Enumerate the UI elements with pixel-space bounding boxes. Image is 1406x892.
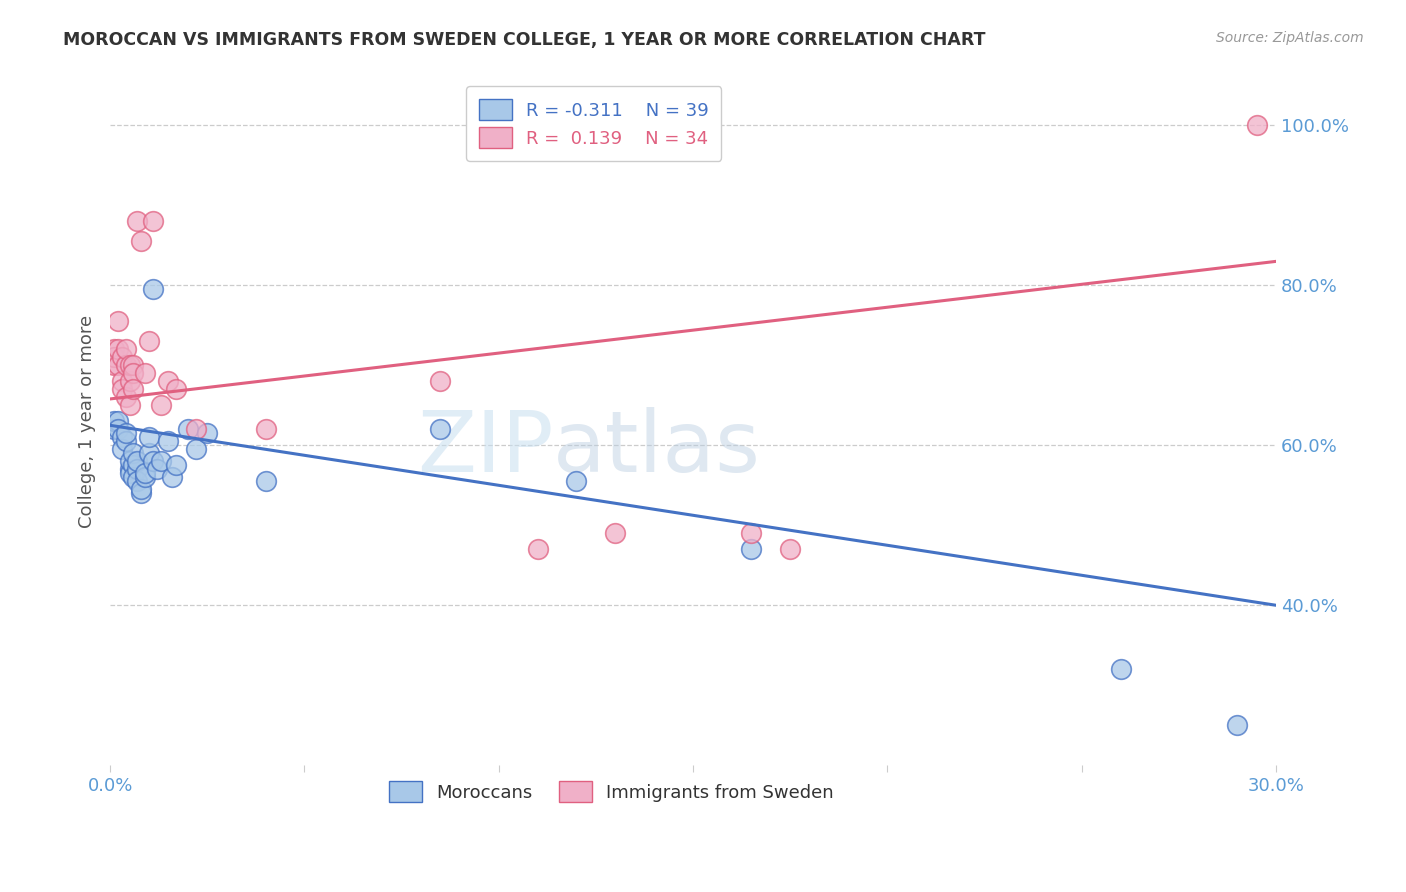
Point [134,367,156,381]
Point [149,454,172,468]
Point [118,462,141,476]
Point [1109,662,1132,676]
Point [127,214,149,228]
Text: MOROCCAN VS IMMIGRANTS FROM SWEDEN COLLEGE, 1 YEAR OR MORE CORRELATION CHART: MOROCCAN VS IMMIGRANTS FROM SWEDEN COLLE… [63,31,986,49]
Text: Source: ZipAtlas.com: Source: ZipAtlas.com [1216,31,1364,45]
Point [254,475,277,489]
Legend: Moroccans, Immigrants from Sweden: Moroccans, Immigrants from Sweden [377,769,846,814]
Point [111,442,134,457]
Point [111,375,134,389]
Point [107,343,129,357]
Point [134,470,156,484]
Point [134,467,156,481]
Point [195,426,218,441]
Point [142,454,165,468]
Point [107,414,129,428]
Point [127,475,149,489]
Point [138,430,160,444]
Point [157,375,180,389]
Text: atlas: atlas [553,408,761,491]
Point [184,442,207,457]
Point [429,375,451,389]
Point [177,422,200,436]
Point [122,446,145,460]
Point [605,526,627,541]
Point [103,343,125,357]
Point [111,382,134,396]
Point [118,375,141,389]
Point [103,422,125,436]
Point [118,359,141,373]
Point [138,446,160,460]
Y-axis label: College, 1 year or more: College, 1 year or more [79,315,96,528]
Point [103,414,125,428]
Point [127,454,149,468]
Point [114,343,136,357]
Point [740,542,762,557]
Point [779,542,801,557]
Point [165,382,187,396]
Point [111,351,134,365]
Point [142,214,165,228]
Point [129,235,152,249]
Point [114,426,136,441]
Point [162,470,184,484]
Point [107,422,129,436]
Point [114,359,136,373]
Point [114,434,136,449]
Point [122,359,145,373]
Point [107,359,129,373]
Point [122,458,145,473]
Text: ZIP: ZIP [416,408,553,491]
Point [129,483,152,497]
Point [122,470,145,484]
Point [122,382,145,396]
Point [740,526,762,541]
Point [565,475,588,489]
Point [138,334,160,349]
Point [1226,718,1249,732]
Point [429,422,451,436]
Point [146,462,169,476]
Point [149,398,172,412]
Point [165,458,187,473]
Point [122,367,145,381]
Point [118,467,141,481]
Point [526,542,548,557]
Point [184,422,207,436]
Point [129,486,152,500]
Point [127,462,149,476]
Point [157,434,180,449]
Point [254,422,277,436]
Point [118,454,141,468]
Point [103,351,125,365]
Point [107,314,129,328]
Point [118,398,141,412]
Point [1246,119,1268,133]
Point [142,282,165,296]
Point [111,430,134,444]
Point [114,390,136,404]
Point [103,359,125,373]
